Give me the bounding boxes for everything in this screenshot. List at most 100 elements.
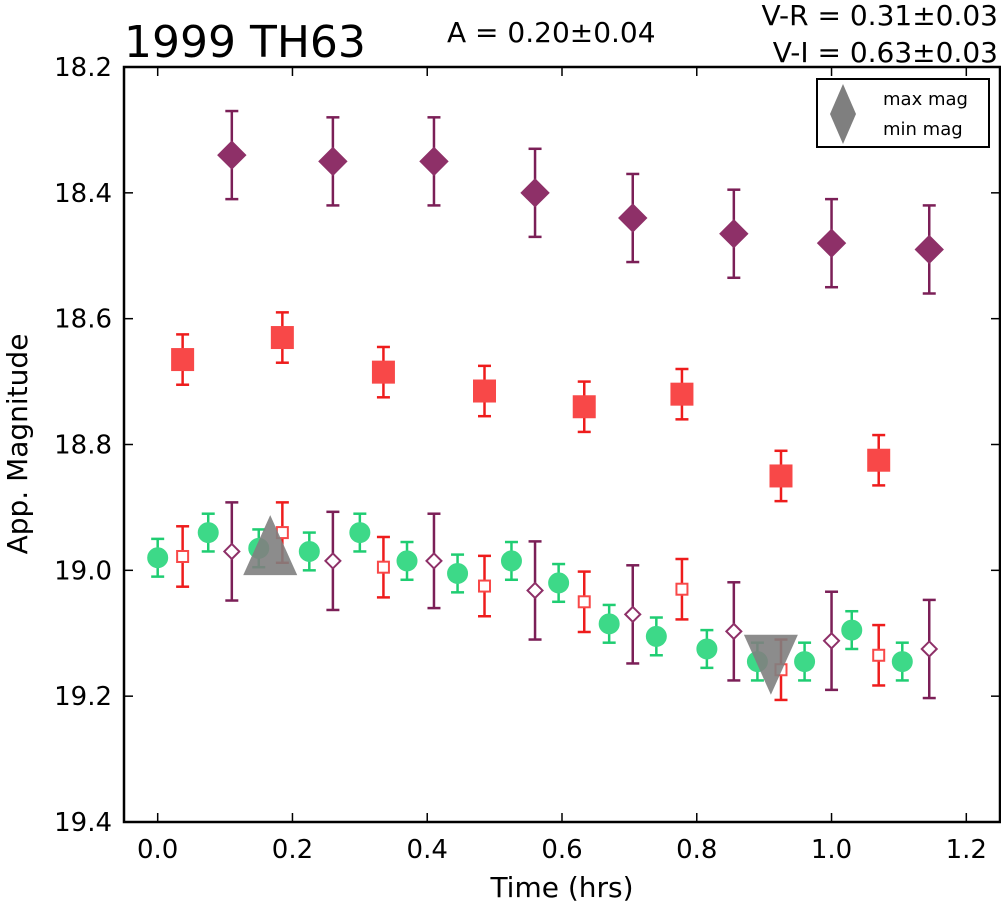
x-tick-label: 0.4 xyxy=(407,835,448,865)
data-point-circle-filled xyxy=(891,641,913,682)
tick-layer: 0.0 0.2 0.4 0.6 0.8 1.0 1.2 18.2 18.4 18.6 18.8 19.… xyxy=(54,53,1000,865)
marker-circle xyxy=(197,522,219,544)
marker-diamond xyxy=(520,178,550,208)
legend: max mag min mag xyxy=(816,78,990,148)
data-point-diamond-filled xyxy=(816,197,847,289)
data-point-square-filled xyxy=(769,449,793,503)
marker-diamond xyxy=(623,605,642,624)
marker-square xyxy=(473,379,497,403)
data-point-diamond-filled xyxy=(618,172,648,264)
marker-circle xyxy=(147,547,169,569)
marker-square xyxy=(872,648,886,662)
data-point-square-open xyxy=(176,525,190,588)
marker-diamond xyxy=(618,203,648,233)
plot-layer xyxy=(147,109,944,702)
marker-circle xyxy=(447,562,469,584)
marker-circle xyxy=(349,522,371,544)
marker-square xyxy=(270,326,294,350)
marker-circle xyxy=(645,625,667,647)
marker-circle xyxy=(396,550,418,572)
y-tick-label: 19.0 xyxy=(54,556,112,586)
data-point-square-filled xyxy=(572,380,596,434)
vi-color-annotation: V-I = 0.63±0.03 xyxy=(773,36,998,69)
y-axis-label: App. Magnitude xyxy=(1,334,34,555)
data-point-circle-filled xyxy=(548,562,570,604)
marker-circle xyxy=(598,613,620,635)
data-point-circle-filled xyxy=(349,512,371,553)
data-point-diamond-open xyxy=(425,512,443,610)
marker-square xyxy=(577,595,591,609)
x-axis-label: Time (hrs) xyxy=(489,871,633,904)
marker-diamond xyxy=(724,622,743,641)
marker-circle xyxy=(298,540,320,562)
max-mag-marker xyxy=(243,515,298,576)
data-point-diamond-open xyxy=(323,510,342,612)
y-tick-label: 19.4 xyxy=(54,808,112,838)
data-point-diamond-open xyxy=(623,564,642,665)
data-point-square-filled xyxy=(473,364,497,418)
data-point-diamond-open xyxy=(920,598,939,700)
marker-square xyxy=(670,382,694,406)
data-point-diamond-filled xyxy=(520,147,550,239)
marker-diamond xyxy=(217,140,247,170)
data-point-diamond-open xyxy=(222,501,241,602)
data-point-square-open xyxy=(577,570,591,634)
data-point-square-open xyxy=(675,557,689,621)
marker-diamond xyxy=(816,228,847,258)
marker-square xyxy=(376,560,390,574)
marker-circle xyxy=(548,572,570,594)
min-mag-marker xyxy=(743,634,798,695)
data-point-circle-filled xyxy=(841,609,863,651)
data-point-square-filled xyxy=(371,345,395,399)
y-tick-label: 18.8 xyxy=(54,431,112,461)
x-tick-label: 0.6 xyxy=(541,835,582,865)
x-tick-label: 1.2 xyxy=(946,835,987,865)
x-tick-label: 0.0 xyxy=(137,835,178,865)
marker-circle xyxy=(841,619,863,641)
marker-square xyxy=(478,579,492,593)
data-point-square-filled xyxy=(867,433,891,487)
legend-max-mag-marker xyxy=(830,84,856,114)
data-point-circle-filled xyxy=(645,616,667,657)
data-point-diamond-filled xyxy=(318,116,348,207)
marker-circle xyxy=(500,550,522,572)
marker-circle xyxy=(891,651,913,673)
plot-frame xyxy=(122,65,1001,824)
data-point-square-open xyxy=(376,535,390,599)
y-tick-label: 19.2 xyxy=(54,682,112,712)
y-tick-label: 18.6 xyxy=(54,305,112,335)
marker-diamond xyxy=(719,219,749,249)
legend-min-mag-marker xyxy=(830,114,856,144)
marker-diamond xyxy=(425,551,443,570)
data-point-diamond-filled xyxy=(217,109,247,201)
marker-diamond xyxy=(222,542,241,561)
data-point-circle-filled xyxy=(147,537,169,578)
legend-label-min-mag: min mag xyxy=(883,119,963,140)
marker-square xyxy=(769,464,793,488)
x-tick-label: 1.0 xyxy=(811,835,852,865)
data-point-circle-filled xyxy=(197,512,219,553)
data-point-circle-filled xyxy=(298,531,320,572)
marker-square xyxy=(176,549,190,563)
data-point-diamond-open xyxy=(822,590,841,692)
marker-square xyxy=(171,348,195,372)
data-point-diamond-filled xyxy=(419,116,449,207)
data-point-circle-filled xyxy=(598,603,620,644)
data-point-square-filled xyxy=(171,333,195,386)
data-point-circle-filled xyxy=(794,641,816,682)
marker-square xyxy=(867,448,891,472)
marker-circle xyxy=(794,651,816,673)
data-point-circle-filled xyxy=(396,540,418,582)
data-point-diamond-filled xyxy=(914,204,944,295)
x-tick-label: 0.8 xyxy=(676,835,717,865)
data-point-circle-filled xyxy=(447,553,469,594)
data-point-circle-filled xyxy=(500,540,522,582)
marker-diamond xyxy=(914,234,944,265)
data-point-circle-filled xyxy=(696,628,718,670)
marker-diamond xyxy=(822,631,841,650)
data-point-square-filled xyxy=(270,311,294,364)
legend-label-max-mag: max mag xyxy=(883,89,968,110)
y-tick-label: 18.2 xyxy=(54,53,112,83)
marker-diamond xyxy=(318,146,348,177)
